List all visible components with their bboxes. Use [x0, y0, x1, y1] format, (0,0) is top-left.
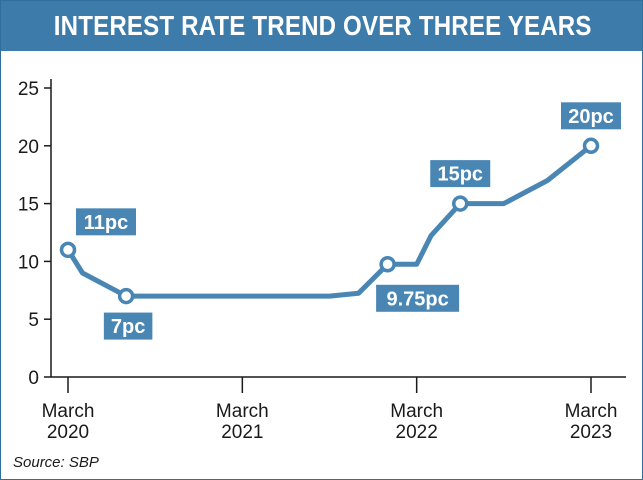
source-note: Source: SBP	[13, 454, 99, 471]
series-line	[65, 143, 594, 299]
chart-title: INTEREST RATE TREND OVER THREE YEARS	[53, 10, 592, 41]
data-point-marker	[379, 256, 396, 273]
data-label-box	[103, 312, 153, 340]
data-label: 20pc	[568, 106, 614, 128]
x-tick-label: March	[42, 401, 95, 422]
data-label-box	[376, 284, 460, 312]
data-label-box	[430, 160, 491, 188]
y-tick-label: 25	[18, 79, 39, 100]
y-tick-label: 5	[28, 310, 39, 331]
data-point-marker	[582, 137, 600, 155]
data-label: 11pc	[84, 212, 128, 234]
x-tick-label: 2020	[47, 422, 89, 443]
data-point-marker	[117, 287, 135, 305]
x-tick-label: 2021	[221, 422, 263, 443]
data-label: 15pc	[437, 164, 483, 186]
data-label-box	[76, 208, 136, 236]
data-label-box	[561, 102, 621, 130]
data-point-marker	[452, 195, 469, 212]
x-tick-label: March	[565, 401, 618, 422]
y-tick-label: 15	[18, 195, 39, 216]
data-label: 9.75pc	[386, 288, 448, 310]
x-tick-label: 2022	[396, 422, 438, 443]
title-bar: INTEREST RATE TREND OVER THREE YEARS	[1, 1, 642, 51]
y-tick-label: 10	[18, 252, 39, 273]
data-label: 7pc	[111, 316, 145, 338]
x-tick-label: March	[390, 401, 443, 422]
chart-plot: 0510152025March2020March2021March2022Mar…	[18, 79, 626, 443]
data-point-marker	[59, 241, 77, 259]
y-tick-label: 20	[18, 137, 39, 158]
x-tick-label: 2023	[570, 422, 612, 443]
y-tick-label: 0	[28, 368, 39, 389]
x-tick-label: March	[216, 401, 269, 422]
